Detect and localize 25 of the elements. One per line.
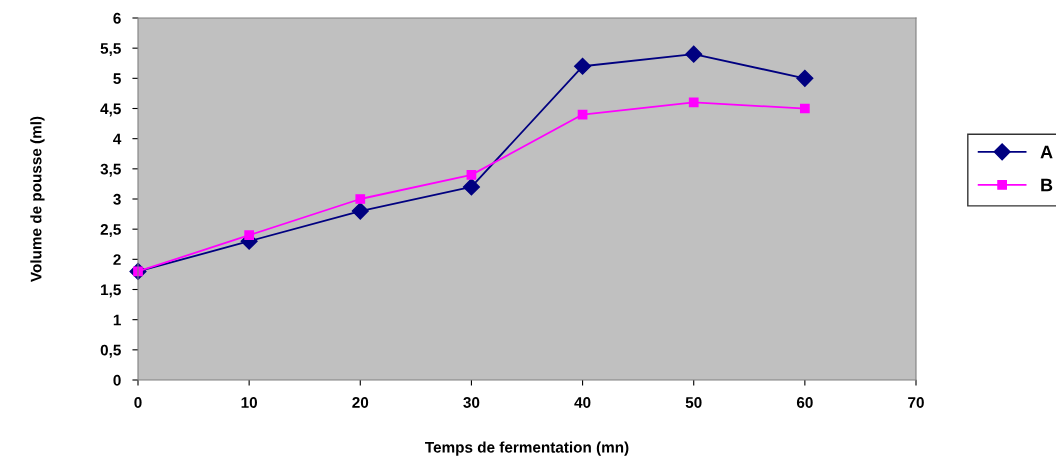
x-tick-label: 70 [908,397,924,408]
y-tick-label: 3 [113,193,121,205]
x-tick-label: 0 [134,397,142,408]
x-tick-label: 10 [241,397,258,408]
y-tick-label: 4 [113,133,122,145]
y-tick-label: 2,5 [100,224,121,238]
x-tick-label: 20 [352,397,369,408]
x-tick-label: 30 [463,397,480,408]
x-axis-title: Temps de fermentation (mn) [425,441,629,456]
y-tick-label: 5 [113,73,121,85]
y-tick-label: 3,5 [100,163,121,177]
y-tick-label: 1 [113,314,121,326]
y-tick-label: 6 [113,12,121,24]
y-tick-label: 1,5 [101,284,121,298]
legend-label: B [1041,178,1053,192]
legend-label: A [1040,145,1053,159]
x-tick-label: 40 [574,397,591,408]
x-tick-label: 50 [685,397,702,408]
y-tick-label: 4,5 [100,103,121,117]
y-tick-label: 5,5 [100,43,121,57]
y-tick-label: 2 [113,254,121,265]
x-tick-label: 60 [796,397,813,408]
y-tick-label: 0,5 [100,344,121,358]
y-tick-label: 0 [113,374,121,386]
y-axis-title: Volume de pousse (ml) [30,116,45,282]
